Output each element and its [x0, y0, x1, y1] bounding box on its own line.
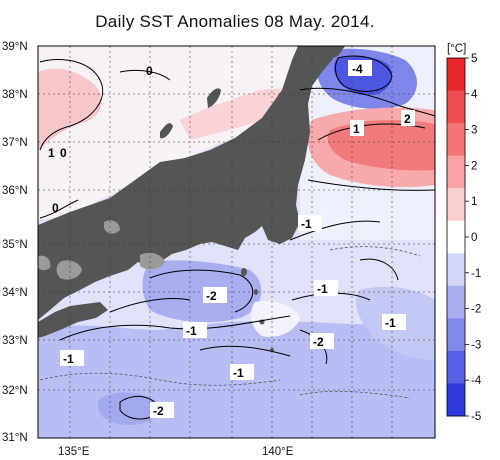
contour-label: 0	[52, 201, 59, 215]
lat-label: 32°N	[2, 385, 28, 397]
lake-patch	[140, 252, 165, 270]
contour-label: -2	[153, 404, 164, 418]
colorbar-cell	[447, 350, 465, 384]
colorbar-tick-label: 1	[471, 196, 477, 208]
contour-label: -1	[233, 366, 244, 380]
colorbar-ticks: 5 4 3 2 1 0 -1 -2 -3 -4 -5	[465, 53, 482, 423]
colorbar-tick-label: 4	[471, 89, 478, 101]
contour-label: -2	[206, 289, 217, 303]
lon-label: 135°E	[58, 446, 90, 458]
weak-anomaly-central-patch	[250, 300, 300, 337]
colorbar: [°C] 5 4 3 2 1 0 -1 -2 -3 -4 -5	[446, 43, 482, 423]
latitude-labels: 39°N 38°N 37°N 36°N 35°N 34°N 33°N 32°N …	[2, 41, 28, 444]
colorbar-cell	[447, 383, 465, 417]
island-izu	[254, 289, 258, 295]
colorbar-tick-label: 2	[471, 160, 477, 172]
contour-label: 0	[146, 64, 153, 78]
lon-label: 140°E	[262, 446, 294, 458]
contour-label: 2	[404, 112, 411, 126]
island-sado	[207, 88, 221, 108]
colorbar-tick-label: -5	[471, 411, 481, 423]
lake-patch	[104, 220, 120, 234]
colorbar-cell	[447, 155, 465, 189]
colorbar-cell	[447, 285, 465, 319]
lat-label: 36°N	[2, 185, 28, 197]
lake-patch	[38, 255, 51, 271]
land-honshu	[38, 46, 340, 320]
island-noto	[160, 123, 173, 139]
colorbar-cell	[447, 318, 465, 352]
map-title: Daily SST Anomalies 08 May. 2014.	[95, 12, 375, 31]
contour-label: 1	[353, 122, 360, 136]
map-plot-area: -4 2 1 0 1 0 0 -1 -2 -1 -1 -2 -1 -1 -1	[38, 46, 435, 438]
contour-lines-dashed	[39, 170, 421, 399]
land-island-west	[38, 302, 108, 338]
colorbar-tick-label: 5	[471, 53, 477, 65]
colorbar-tick-label: -1	[471, 268, 481, 280]
contour-label: -1	[186, 324, 197, 338]
colorbar-cell	[447, 220, 465, 254]
graticule	[38, 46, 435, 438]
contour-lines	[39, 55, 435, 420]
lat-label: 34°N	[2, 287, 28, 299]
colorbar-tick-label: -3	[471, 339, 481, 351]
lat-label: 33°N	[2, 335, 28, 347]
colorbar-cell	[447, 123, 465, 157]
colorbar-tick-label: 3	[471, 125, 477, 137]
colorbar-cell	[447, 253, 465, 287]
colorbar-tick-label: 0	[471, 232, 477, 244]
colorbar-cells	[447, 58, 465, 417]
contour-label: -1	[385, 316, 396, 330]
contour-label: -1	[63, 352, 74, 366]
colorbar-cell	[447, 90, 465, 124]
contour-label: -1	[317, 282, 328, 296]
colorbar-cell	[447, 58, 465, 92]
lat-label: 37°N	[2, 137, 28, 149]
longitude-labels: 135°E 140°E	[58, 446, 294, 458]
colorbar-tick-label: -2	[471, 304, 481, 316]
lake-patch	[56, 260, 82, 280]
lat-label: 35°N	[2, 239, 28, 251]
negative-anomaly-sw	[97, 392, 161, 426]
colorbar-unit: [°C]	[447, 43, 466, 55]
colorbar-cell	[447, 188, 465, 222]
contour-label: 0	[60, 146, 67, 160]
map-frame	[37, 45, 436, 439]
island-izu	[241, 268, 247, 276]
lat-label: 39°N	[2, 41, 28, 53]
contour-label: -2	[313, 335, 324, 349]
lat-label: 31°N	[2, 432, 28, 444]
negative-anomaly-central	[142, 260, 262, 323]
contour-value-labels: -4 2 1 0 1 0 0 -1 -2 -1 -1 -2 -1 -1 -1	[48, 60, 415, 418]
land-north	[315, 46, 345, 60]
contour-label: 1	[48, 146, 55, 160]
colorbar-tick-label: -4	[471, 375, 482, 387]
positive-anomaly-coast	[180, 88, 285, 140]
lat-label: 38°N	[2, 89, 28, 101]
contour-label: -4	[352, 62, 363, 76]
positive-anomaly-west	[38, 68, 102, 150]
contour-label: -1	[301, 217, 312, 231]
